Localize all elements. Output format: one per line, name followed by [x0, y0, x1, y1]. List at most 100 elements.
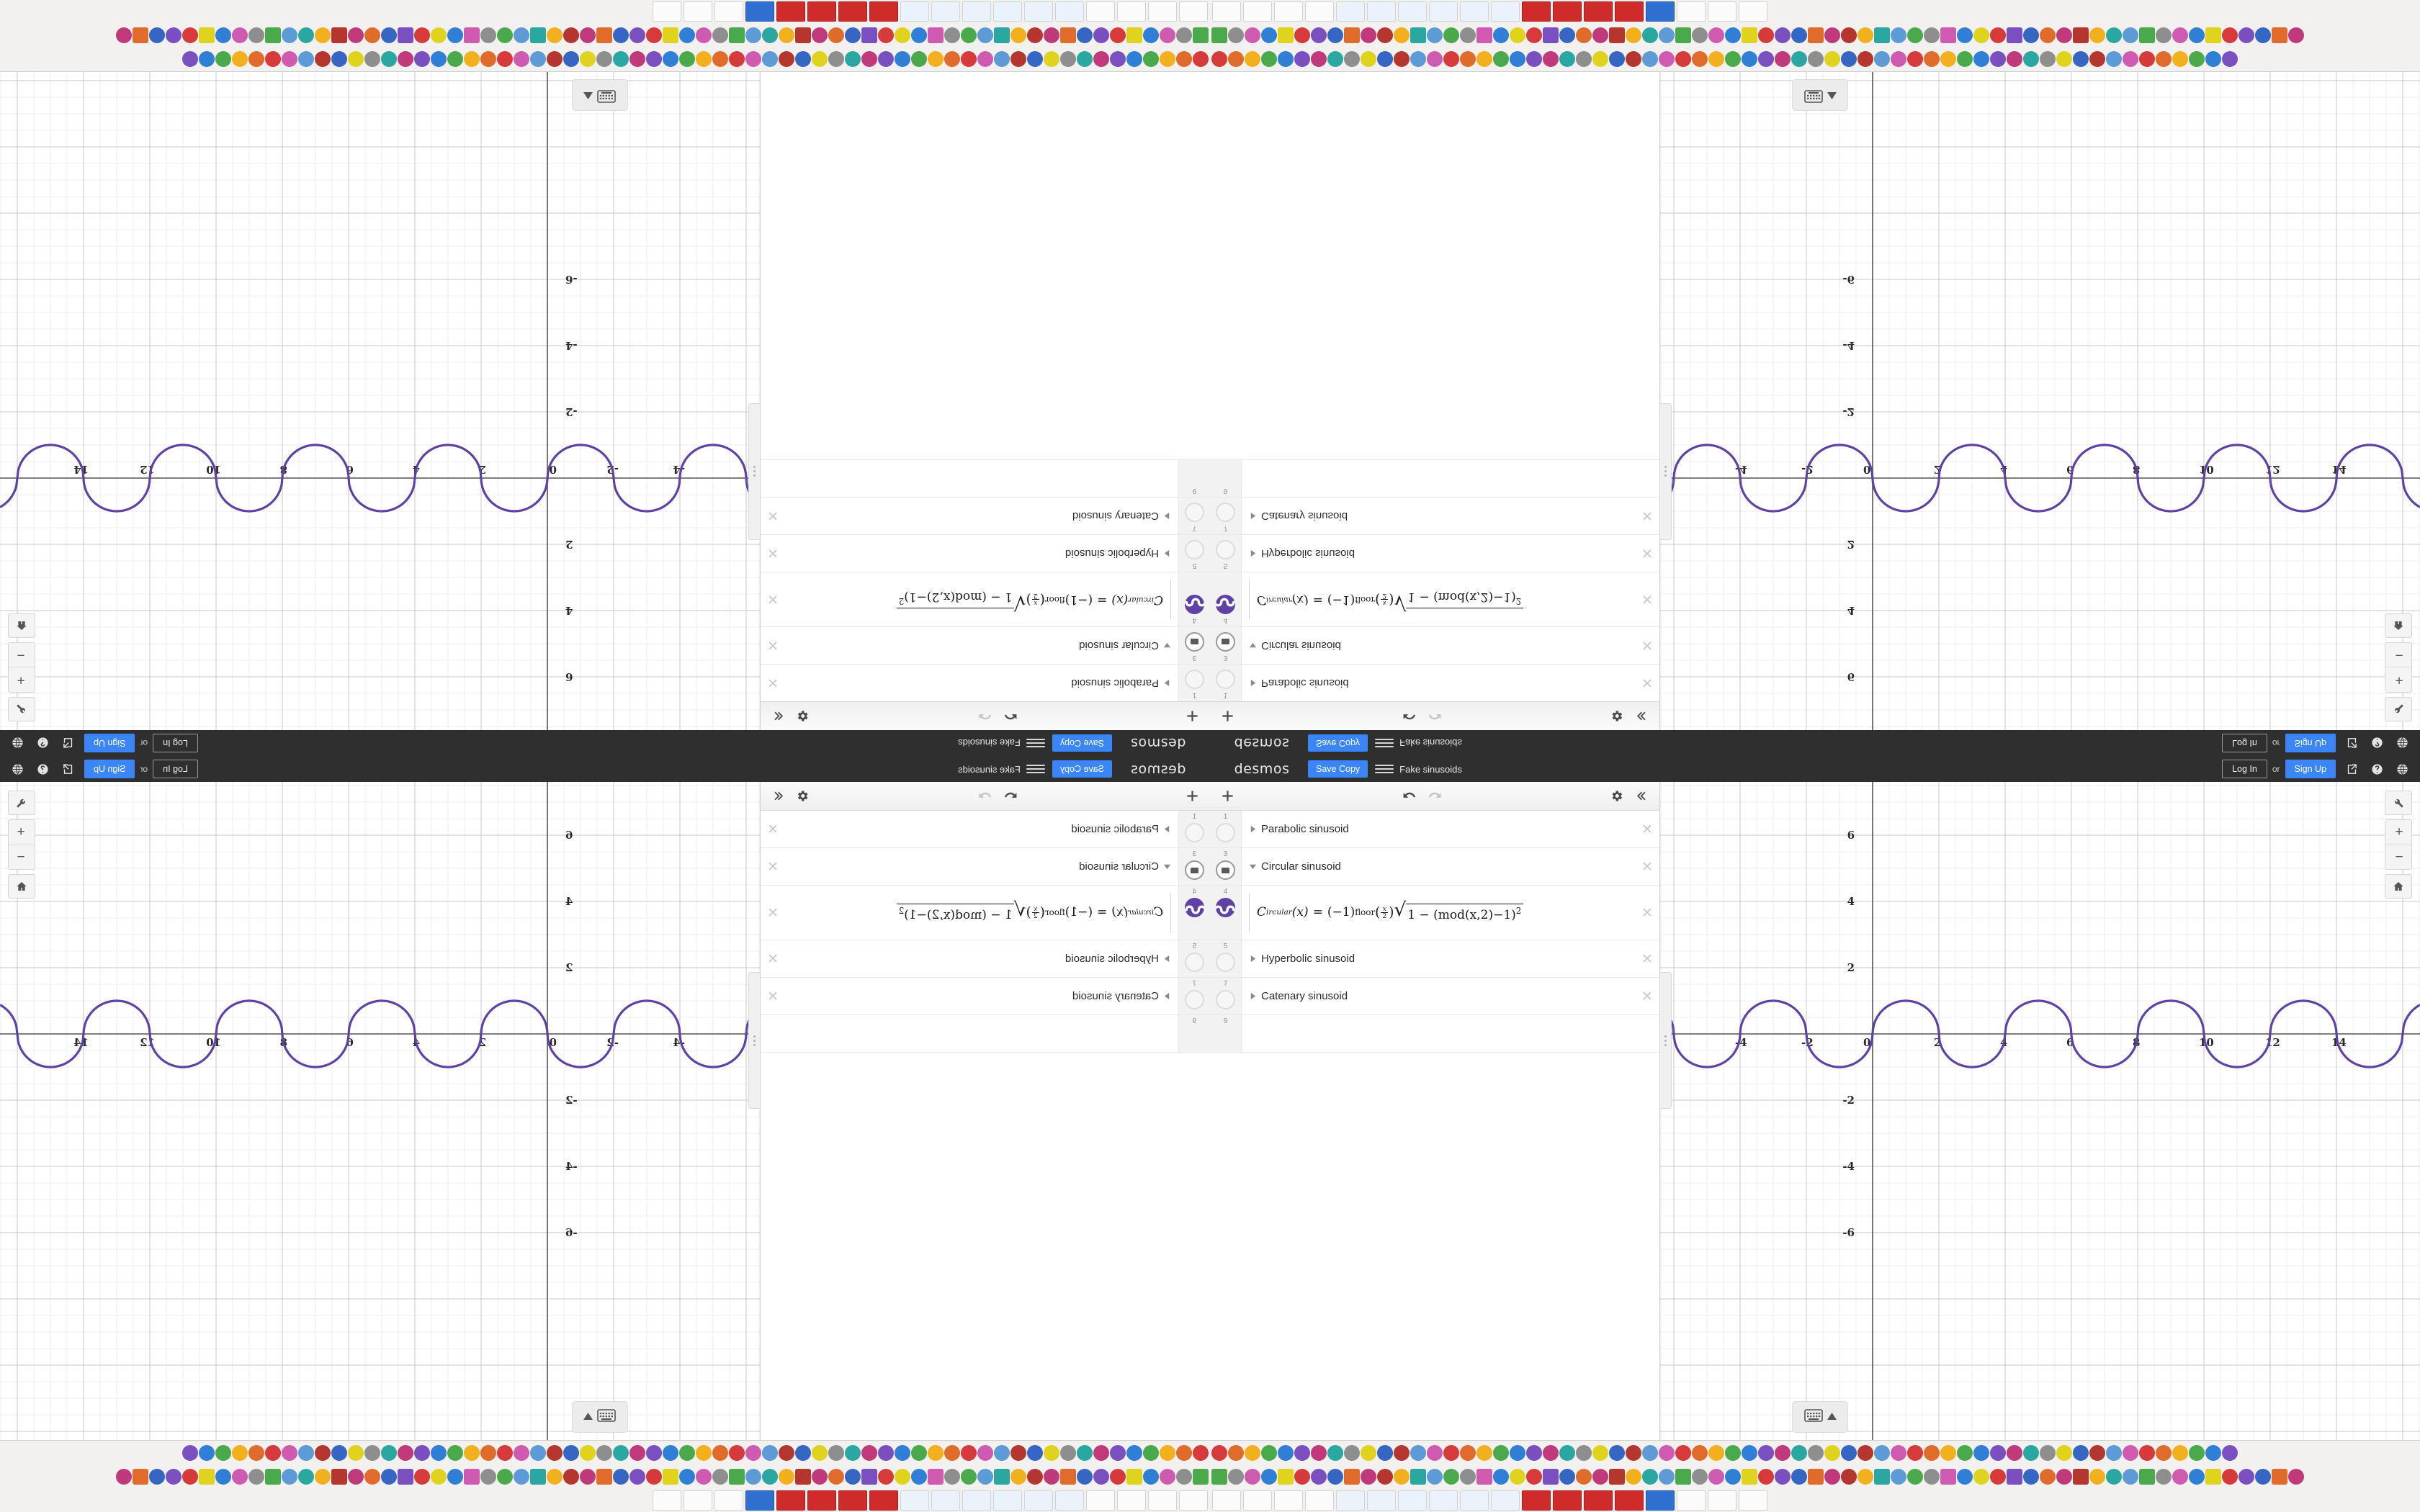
expression-index[interactable]: 3	[1178, 848, 1210, 885]
expression-index[interactable]: 4	[1210, 572, 1242, 626]
bookmark-favicon[interactable]	[994, 1468, 1010, 1485]
bookmark-favicon[interactable]	[2189, 1468, 2205, 1485]
bookmark-favicon[interactable]	[348, 27, 364, 44]
bookmark-favicon[interactable]	[381, 27, 397, 44]
bookmark-favicon[interactable]	[2222, 27, 2238, 44]
bookmark-favicon[interactable]	[795, 27, 811, 44]
panel-resize-handle[interactable]	[1660, 972, 1672, 1109]
redo-button[interactable]	[1424, 706, 1446, 727]
bookmark-favicon[interactable]	[1211, 1468, 1227, 1485]
bookmark-favicon[interactable]	[348, 1468, 364, 1485]
os-taskbar[interactable]	[0, 0, 1210, 24]
bookmark-favicon[interactable]	[2106, 1468, 2122, 1485]
browser-tab-favicon[interactable]	[1758, 1444, 1774, 1461]
bookmark-favicon[interactable]	[1126, 27, 1142, 44]
browser-tab-favicon[interactable]	[1808, 1444, 1824, 1461]
delete-expression-button[interactable]: ✕	[767, 591, 779, 608]
taskbar-item[interactable]	[931, 1, 960, 22]
browser-tab-favicon[interactable]	[1344, 51, 1360, 68]
expression-row-folder[interactable]: 3 Circular sinusoid ✕	[1210, 626, 1659, 664]
expression-row-folder[interactable]: 7 Catenary sinusoid ✕	[1210, 978, 1659, 1015]
save-copy-button[interactable]: Save Copy	[1052, 734, 1112, 752]
browser-tab-favicon[interactable]	[2123, 1444, 2138, 1461]
taskbar-item[interactable]	[869, 1, 898, 22]
caret-right-icon[interactable]	[1246, 992, 1259, 1000]
taskbar-item[interactable]	[1212, 1490, 1241, 1511]
zoom-group[interactable]: + −	[2385, 819, 2412, 870]
bookmark-favicon[interactable]	[1874, 1468, 1890, 1485]
browser-tab-favicon[interactable]	[2106, 1444, 2122, 1461]
bookmark-favicon[interactable]	[795, 1468, 811, 1485]
expression-panel[interactable]: 1 Parabolic sinusoid ✕ 3 Circular sinusoid ✕ 4…	[1210, 72, 1660, 730]
share-icon[interactable]	[59, 734, 78, 752]
browser-tab-favicon[interactable]	[1460, 51, 1476, 68]
browser-tab-favicon[interactable]	[2007, 1444, 2022, 1461]
log-in-button[interactable]: Log In	[153, 760, 198, 778]
bookmark-favicon[interactable]	[1642, 1468, 1658, 1485]
browser-tab-favicon[interactable]	[381, 51, 397, 68]
empty-bubble[interactable]	[1216, 670, 1235, 689]
app-header[interactable]: desmos Save Copy Fake sinusoids Log In o…	[1210, 730, 2420, 756]
bookmark-favicon[interactable]	[1126, 1468, 1142, 1485]
gear-icon[interactable]	[793, 786, 815, 807]
browser-tab-favicon[interactable]	[464, 1444, 480, 1461]
bookmark-favicon[interactable]	[1193, 1468, 1209, 1485]
expression-row-folder[interactable]: 3 Circular sinusoid ✕	[1210, 848, 1659, 886]
browser-tab-favicon[interactable]	[1245, 51, 1260, 68]
browser-tab-favicon[interactable]	[414, 1444, 430, 1461]
folder-bubble[interactable]	[1216, 632, 1235, 652]
browser-chrome-strip[interactable]	[0, 1440, 1210, 1512]
bookmark-favicon[interactable]	[1176, 27, 1192, 44]
graph-title[interactable]: Fake sinusoids	[1399, 763, 1462, 775]
plot-color-bubble[interactable]	[1185, 595, 1204, 614]
browser-tab-favicon[interactable]	[1077, 51, 1093, 68]
browser-tab-favicon[interactable]	[1626, 51, 1641, 68]
bookmark-favicon[interactable]	[2205, 1468, 2221, 1485]
bookmark-favicon[interactable]	[1027, 27, 1043, 44]
bookmark-favicon[interactable]	[977, 27, 993, 44]
desmos-logo[interactable]: desmos	[1234, 761, 1290, 777]
browser-tab-favicon[interactable]	[1443, 1444, 1459, 1461]
wrench-icon[interactable]	[2385, 697, 2412, 721]
taskbar-item[interactable]	[714, 1490, 743, 1511]
bookmark-favicon[interactable]	[1874, 27, 1890, 44]
app-header[interactable]: desmos Save Copy Fake sinusoids Log In o…	[0, 756, 1210, 782]
browser-tab-favicon[interactable]	[480, 1444, 496, 1461]
zoom-group[interactable]: + −	[8, 642, 35, 693]
browser-tab-favicon[interactable]	[315, 1444, 331, 1461]
keypad-toggle-button[interactable]	[572, 1401, 628, 1433]
bookmark-favicon[interactable]	[1211, 27, 1227, 44]
taskbar-item[interactable]	[1708, 1490, 1736, 1511]
browser-tab-favicon[interactable]	[282, 51, 297, 68]
taskbar-item[interactable]	[1055, 1490, 1084, 1511]
undo-button[interactable]	[1000, 706, 1022, 727]
bookmark-favicon[interactable]	[580, 27, 596, 44]
browser-tab-favicon[interactable]	[1443, 51, 1459, 68]
bookmark-favicon[interactable]	[215, 27, 231, 44]
browser-tab-favicon[interactable]	[1476, 51, 1492, 68]
taskbar-item[interactable]	[684, 1, 712, 22]
taskbar-item[interactable]	[807, 1, 836, 22]
taskbar-item[interactable]	[869, 1490, 898, 1511]
bookmark-favicon[interactable]	[1857, 27, 1873, 44]
taskbar-item[interactable]	[1584, 1490, 1613, 1511]
help-icon[interactable]	[2367, 760, 2386, 778]
expression-index[interactable]: 7	[1210, 498, 1242, 534]
bookmark-favicon[interactable]	[166, 1468, 182, 1485]
bookmark-favicon[interactable]	[1245, 1468, 1260, 1485]
bookmark-favicon[interactable]	[447, 1468, 463, 1485]
browser-tab-favicon[interactable]	[1592, 1444, 1608, 1461]
browser-tab-favicon[interactable]	[1460, 1444, 1476, 1461]
sign-up-button[interactable]: Sign Up	[84, 760, 135, 778]
bookmark-favicon[interactable]	[298, 27, 314, 44]
browser-tab-favicon[interactable]	[1791, 51, 1807, 68]
bookmark-favicon[interactable]	[1327, 27, 1343, 44]
browser-tab-favicon[interactable]	[1010, 51, 1026, 68]
collapse-panel-button[interactable]	[767, 786, 789, 807]
caret-right-icon[interactable]	[1161, 679, 1174, 687]
bookmark-favicon[interactable]	[265, 1468, 281, 1485]
bookmark-favicon[interactable]	[629, 1468, 645, 1485]
taskbar-item[interactable]	[962, 1490, 991, 1511]
